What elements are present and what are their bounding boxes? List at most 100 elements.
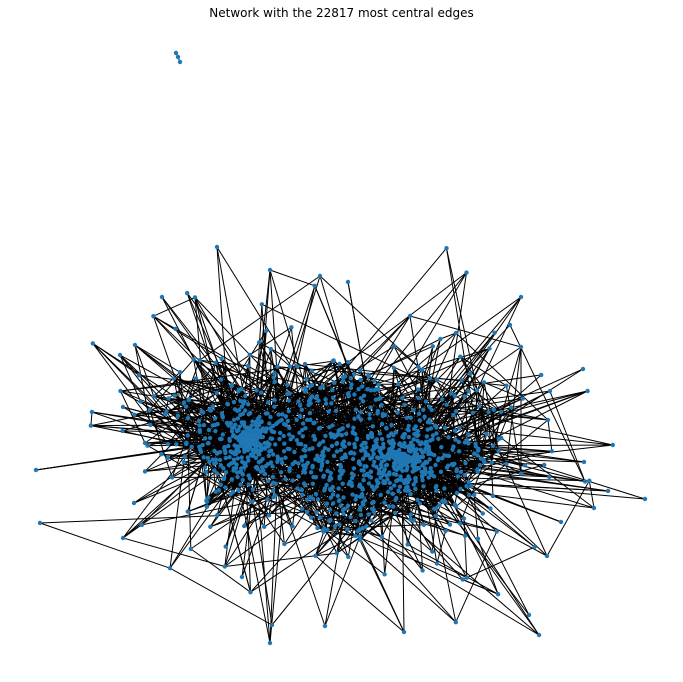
network-node <box>184 441 189 447</box>
network-node <box>321 439 326 444</box>
network-edge <box>253 426 437 452</box>
network-node <box>472 451 477 456</box>
network-edge <box>289 390 588 472</box>
network-node <box>292 449 297 455</box>
network-edge <box>161 296 223 414</box>
network-node <box>437 503 442 508</box>
network-node <box>259 419 264 425</box>
network-node <box>422 414 427 419</box>
network-edge <box>241 490 274 578</box>
network-node <box>283 455 288 460</box>
network-node <box>444 402 449 407</box>
network-edge <box>440 332 457 340</box>
network-node <box>256 340 262 345</box>
network-node <box>344 431 349 436</box>
network-node <box>434 488 439 493</box>
network-node <box>132 412 137 417</box>
network-node <box>231 425 237 430</box>
network-edge <box>368 345 434 376</box>
network-edge <box>153 315 222 360</box>
network-node <box>415 438 420 443</box>
network-node <box>212 468 217 473</box>
network-edge <box>39 511 308 524</box>
network-edge <box>269 478 286 644</box>
network-edge <box>459 356 490 413</box>
network-node <box>462 472 467 478</box>
network-node <box>235 416 241 421</box>
network-node <box>371 451 376 457</box>
chart-title: Network with the 22817 most central edge… <box>209 6 474 20</box>
network-node <box>210 423 215 428</box>
network-node <box>212 448 217 454</box>
network-edge <box>272 433 356 467</box>
network-node <box>242 523 247 529</box>
network-node <box>227 455 232 460</box>
network-node <box>204 504 210 509</box>
network-node <box>399 477 404 482</box>
network-edge <box>230 463 285 545</box>
network-node <box>246 473 251 478</box>
network-node <box>242 439 247 444</box>
network-edge <box>91 411 253 440</box>
network-node <box>275 364 280 369</box>
network-node <box>361 393 367 398</box>
network-node <box>197 423 202 428</box>
network-node <box>520 396 525 401</box>
network-edge <box>269 459 279 644</box>
network-node <box>325 468 330 474</box>
network-node <box>210 457 215 462</box>
network-node <box>549 449 555 454</box>
network-node <box>368 475 374 480</box>
network-node <box>213 428 218 434</box>
network-node <box>333 408 339 413</box>
network-node <box>363 449 368 455</box>
network-edge <box>272 482 324 531</box>
network-node <box>328 470 333 476</box>
network-edge <box>409 315 522 348</box>
network-node <box>379 421 385 427</box>
network-edge <box>224 428 415 567</box>
network-edge <box>324 524 424 529</box>
network-node <box>204 498 209 503</box>
network-node <box>214 390 219 396</box>
network-node <box>289 325 294 330</box>
network-node <box>466 479 471 485</box>
network-node <box>273 421 279 427</box>
network-node <box>402 441 407 446</box>
network-node <box>227 436 232 442</box>
network-node <box>300 506 305 511</box>
network-edge <box>260 330 267 393</box>
network-node <box>183 404 189 409</box>
network-node <box>388 486 394 491</box>
network-node <box>439 445 444 450</box>
network-node <box>276 412 281 417</box>
network-node <box>389 422 394 428</box>
network-node <box>254 388 259 393</box>
network-node <box>213 489 218 494</box>
network-node <box>279 417 284 423</box>
network-edge <box>194 297 209 444</box>
network-node <box>358 537 363 543</box>
network-edge <box>90 406 187 427</box>
network-node <box>222 475 227 480</box>
network-node <box>189 444 194 449</box>
network-edge <box>393 346 437 428</box>
network-edge <box>478 406 548 557</box>
network-node <box>504 461 509 466</box>
network-node <box>427 457 432 462</box>
network-node <box>444 246 449 251</box>
network-edge <box>447 368 584 457</box>
network-node <box>415 497 420 502</box>
network-node <box>334 440 340 446</box>
network-edge <box>509 324 586 482</box>
network-node <box>136 373 142 378</box>
network-node <box>265 497 270 502</box>
network-edge <box>423 485 595 509</box>
network-node <box>442 425 448 431</box>
network-node <box>391 455 396 460</box>
network-node <box>88 423 94 428</box>
network-node <box>296 399 301 404</box>
network-node <box>408 449 413 454</box>
network-node <box>199 409 204 414</box>
network-node <box>368 405 373 410</box>
